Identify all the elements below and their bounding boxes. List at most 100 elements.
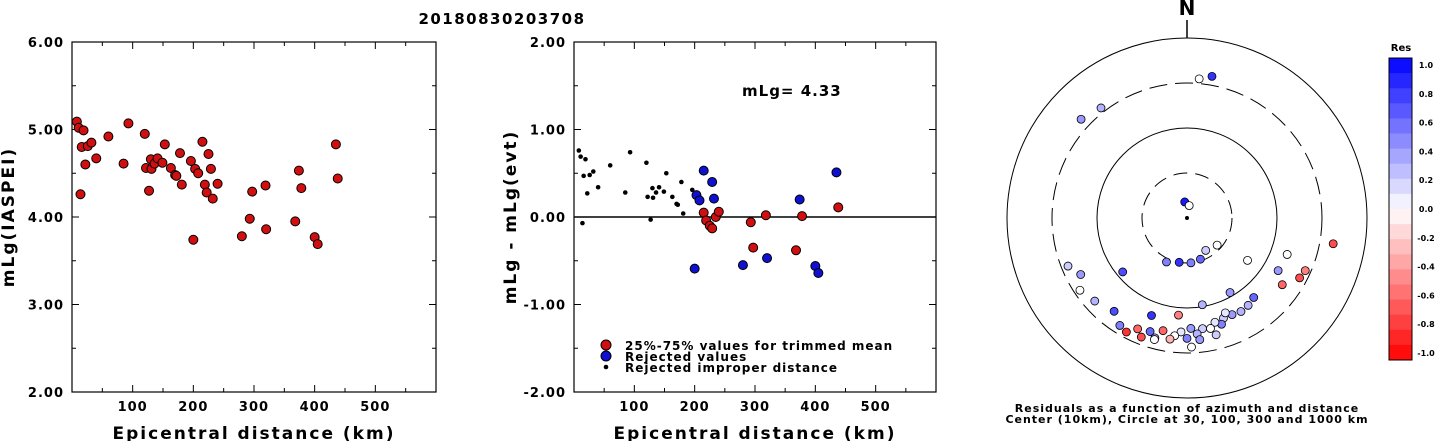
plot2-point-series-0 [797,211,808,222]
plot1-ytick-label: 5.00 [28,124,64,139]
plot1-xtick-label: 400 [300,400,330,415]
legend-label-trimmed: 25%-75% values for trimmed mean [625,339,893,353]
center-marker [1185,216,1189,220]
polar-point [1147,311,1156,320]
colorbar-cell [1389,58,1412,74]
plot2-xlabel: Epicentral distance (km) [614,424,897,441]
polar-point [1133,324,1143,334]
plot2-point-series-0 [791,245,802,256]
plot2-point-series-2 [650,195,656,201]
polar-point [1243,255,1252,265]
figure-title: 20180830203708 [418,10,585,28]
plot2-ylabel: mLg - mLg(evt) [501,130,521,305]
plot1-point-series-0 [176,179,187,190]
polar-point [1206,324,1215,333]
polar-point [1198,324,1207,334]
plot1-point-series-0 [159,139,170,150]
plot1-point-series-0 [212,178,223,189]
ring-300km [1051,82,1323,354]
polar-point [1150,335,1159,344]
plot2-point-series-0 [745,217,756,228]
polar-point [1195,335,1205,345]
plot1-point-series-0 [293,165,304,176]
plot1-point-series-0 [86,137,97,148]
plot1-xlabel: Epicentral distance (km) [113,424,396,441]
azimuth-residual-map: N Residuals as a function of azimuth and… [1005,0,1368,426]
plot1-point-series-0 [205,163,216,174]
plot1-ticks: 100 200 300 400 500 2.00 3.00 4.00 5.00 6.00 [28,36,436,415]
plot2-point-series-2 [595,184,601,190]
colorbar-cell [1389,209,1412,225]
polar-point [1186,258,1196,268]
ring-1000km [1006,37,1368,399]
plot1-point-series-0 [244,213,255,224]
plot2-point-series-2 [576,148,582,153]
plot1-point-series-0 [203,149,214,159]
plot2-point-series-0 [707,223,718,234]
polar-point [1220,308,1230,318]
colorbar-cell [1389,299,1412,316]
plot2-point-series-2 [664,170,669,176]
plot2-point-series-2 [580,220,585,226]
colorbar-tick-label: -1.0 [1417,349,1435,358]
polar-point [1109,306,1119,316]
colorbar-cell [1389,329,1412,346]
plot1-point-series-0 [296,183,307,194]
polar-point [1225,288,1235,297]
plot2-point-series-1 [831,167,842,178]
polar-point [1184,201,1194,210]
polar-point [1282,250,1292,259]
colorbar-cell [1389,314,1412,331]
plot1-point-series-0 [103,131,114,142]
polar-point [1075,285,1085,295]
plot1-point-series-0 [78,125,89,136]
plot1-point-series-0 [118,158,129,169]
plot2-point-series-1 [737,260,748,271]
plot1-point-series-0 [236,231,247,242]
colorbar-cell [1389,103,1412,119]
colorbar-cell [1389,344,1412,361]
plot2-xtick-label: 500 [861,400,891,415]
plot2-point-series-2 [689,187,695,193]
polar-point [1300,266,1310,276]
polar-point [1096,103,1106,113]
plot2-point-series-1 [698,165,709,176]
plot2-point-series-2 [675,202,681,208]
plot2-point-series-0 [713,206,724,217]
plot2-point-series-0 [833,202,844,213]
plot2-point-series-2 [581,173,586,179]
plot2-ytick-label: 1.00 [530,124,566,139]
plot2-point-series-2 [591,169,596,174]
polar-point [1115,321,1125,330]
colorbar-cell [1389,254,1412,270]
plot2-point-series-2 [653,190,659,195]
plot2-ytick-label: -1.00 [524,299,566,314]
colorbar-tick-label: -0.6 [1417,291,1435,300]
polar-point [1158,326,1168,336]
plot2-point-series-1 [794,194,805,205]
colorbar-cell [1389,193,1412,210]
plot1-ytick-label: 2.00 [28,386,64,401]
plot2-xtick-label: 400 [800,400,830,415]
plot2-point-series-2 [587,172,592,178]
polar-points [1063,71,1338,352]
plot2-point-series-1 [694,195,705,206]
colorbar-tick-label: -0.8 [1417,320,1435,329]
plot2-point-series-2 [607,163,613,168]
plot2-point-series-2 [670,194,675,200]
polar-point [1090,296,1100,306]
polar-point [1328,239,1338,249]
colorbar-tick-label: 0.6 [1419,119,1434,128]
colorbar-title: Res [1391,43,1411,54]
plot1-point-series-0 [330,139,341,150]
polar-point [1295,273,1305,283]
plot1-point-series-0 [171,170,182,181]
plot1-point-series-0 [193,168,204,179]
plot1-point-series-0 [91,153,102,164]
plot1-ytick-label: 4.00 [28,211,64,226]
plot1-point-series-0 [197,136,208,147]
polar-point [1174,310,1183,320]
plot2-xtick-label: 200 [680,400,710,415]
plot2-legend: 25%-75% values for trimmed mean Rejected… [600,339,893,375]
legend-label-rejected: Rejected values [625,350,747,364]
